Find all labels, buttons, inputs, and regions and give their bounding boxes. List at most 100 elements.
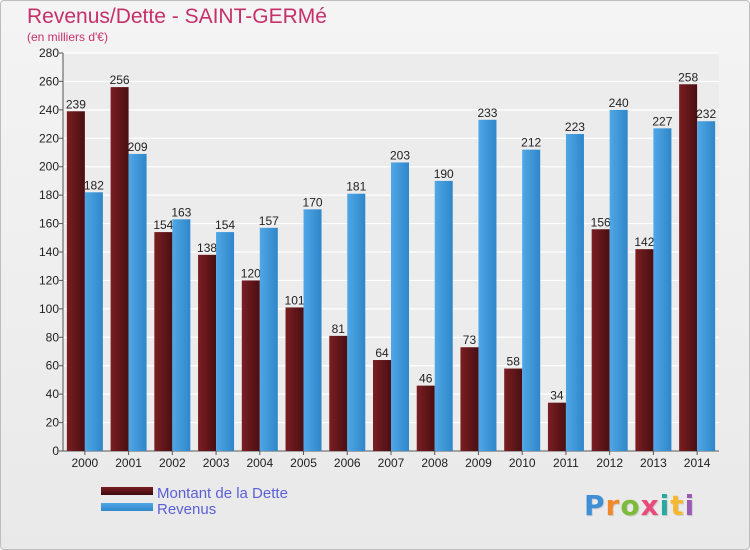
logo-letter: P <box>584 489 606 522</box>
x-tick-label-2000: 2000 <box>72 456 99 470</box>
bar-revenus-2006 <box>347 193 366 451</box>
x-tick-label-2004: 2004 <box>246 456 273 470</box>
bar-dette-2004 <box>241 280 260 451</box>
y-tick-label: 180 <box>39 188 59 202</box>
logo-letter: i <box>684 489 696 522</box>
data-label-revenus-2010: 212 <box>521 136 541 150</box>
data-label-revenus-2014: 232 <box>696 107 716 121</box>
bar-revenus-2001 <box>128 153 147 451</box>
bar-dette-2014 <box>679 84 698 452</box>
bar-dette-2002 <box>154 232 173 451</box>
y-tick-label: 200 <box>39 160 59 174</box>
data-label-dette-2014: 258 <box>678 70 698 84</box>
bar-revenus-2014 <box>697 121 716 451</box>
y-tick-label: 40 <box>46 387 60 401</box>
legend-swatch-revenus <box>101 503 153 511</box>
x-tick-label-2010: 2010 <box>509 456 536 470</box>
bar-revenus-2013 <box>653 128 672 451</box>
data-label-dette-2000: 239 <box>66 97 86 111</box>
bar-revenus-2004 <box>259 227 278 451</box>
x-tick-label-2012: 2012 <box>596 456 623 470</box>
x-tick-label-2006: 2006 <box>334 456 361 470</box>
y-tick-label: 280 <box>39 46 59 60</box>
data-label-revenus-2006: 181 <box>346 180 366 194</box>
x-tick-label-2007: 2007 <box>378 456 405 470</box>
data-label-dette-2004: 120 <box>241 266 261 280</box>
x-tick-label-2014: 2014 <box>684 456 711 470</box>
logo-letter: o <box>620 489 641 522</box>
data-label-revenus-2008: 190 <box>434 167 454 181</box>
bar-revenus-2009 <box>478 119 497 452</box>
bar-dette-2013 <box>635 249 654 451</box>
data-label-revenus-2013: 227 <box>652 114 672 128</box>
x-tick-label-2005: 2005 <box>290 456 317 470</box>
data-label-dette-2012: 156 <box>591 215 611 229</box>
y-tick-label: 80 <box>46 330 60 344</box>
bar-dette-2011 <box>547 402 566 451</box>
legend-label-dette: Montant de la Dette <box>157 485 288 502</box>
x-tick-label-2003: 2003 <box>203 456 230 470</box>
bar-revenus-2005 <box>303 209 322 451</box>
x-tick-label-2002: 2002 <box>159 456 186 470</box>
bar-dette-2003 <box>198 254 217 451</box>
bar-revenus-2002 <box>172 219 191 451</box>
bar-revenus-2012 <box>609 109 628 451</box>
chart-subtitle: (en milliers d'€) <box>27 30 108 44</box>
x-tick-label-2011: 2011 <box>553 456 579 470</box>
y-tick-label: 140 <box>39 245 59 259</box>
y-tick-label: 240 <box>39 103 59 117</box>
data-label-dette-2008: 46 <box>419 372 433 386</box>
bar-dette-2009 <box>460 347 479 451</box>
data-label-dette-2013: 142 <box>634 235 654 249</box>
x-tick-label-2009: 2009 <box>465 456 492 470</box>
data-label-revenus-2012: 240 <box>609 96 629 110</box>
legend-label-revenus: Revenus <box>157 501 217 518</box>
y-tick-label: 100 <box>39 302 59 316</box>
bar-revenus-2010 <box>522 149 541 451</box>
data-label-dette-2006: 81 <box>332 322 346 336</box>
data-label-dette-2001: 256 <box>110 73 130 87</box>
data-label-revenus-2009: 233 <box>477 106 497 120</box>
x-tick-label-2008: 2008 <box>421 456 448 470</box>
bar-revenus-2008 <box>434 180 453 451</box>
x-tick-label-2013: 2013 <box>640 456 667 470</box>
y-tick-label: 220 <box>39 131 59 145</box>
y-tick-label: 260 <box>39 74 59 88</box>
data-label-revenus-2001: 209 <box>128 140 148 154</box>
bar-dette-2008 <box>416 385 435 451</box>
y-tick-label: 160 <box>39 217 59 231</box>
data-label-dette-2010: 58 <box>507 355 521 369</box>
bar-dette-2012 <box>591 229 610 451</box>
data-label-dette-2005: 101 <box>285 293 305 307</box>
data-label-revenus-2007: 203 <box>390 148 410 162</box>
data-label-dette-2002: 154 <box>153 218 173 232</box>
bar-dette-2000 <box>66 111 85 452</box>
data-label-dette-2009: 73 <box>463 333 477 347</box>
proxiti-logo: Proxiti <box>584 489 695 522</box>
data-label-revenus-2003: 154 <box>215 218 235 232</box>
data-label-revenus-2004: 157 <box>259 214 279 228</box>
bar-dette-2006 <box>329 335 348 451</box>
bar-revenus-2011 <box>565 134 584 451</box>
data-label-revenus-2002: 163 <box>171 205 191 219</box>
data-label-dette-2003: 138 <box>197 241 217 255</box>
bar-revenus-2007 <box>391 162 409 451</box>
y-tick-label: 20 <box>46 416 60 430</box>
data-label-revenus-2011: 223 <box>565 120 585 134</box>
logo-letter: x <box>640 489 660 522</box>
logo-letter: t <box>670 489 685 522</box>
y-tick-label: 120 <box>39 273 59 287</box>
bar-dette-2005 <box>285 307 304 451</box>
legend-swatch-dette <box>101 487 153 495</box>
logo-letter: r <box>605 489 621 522</box>
bar-revenus-2000 <box>84 192 103 452</box>
bar-dette-2010 <box>504 368 523 451</box>
data-label-revenus-2000: 182 <box>84 178 104 192</box>
y-tick-label: 60 <box>46 359 60 373</box>
bar-revenus-2003 <box>216 232 235 451</box>
chart-title: Revenus/Dette - SAINT-GERMé <box>27 5 327 28</box>
y-tick-label: 0 <box>52 444 59 458</box>
bar-dette-2001 <box>110 87 129 451</box>
